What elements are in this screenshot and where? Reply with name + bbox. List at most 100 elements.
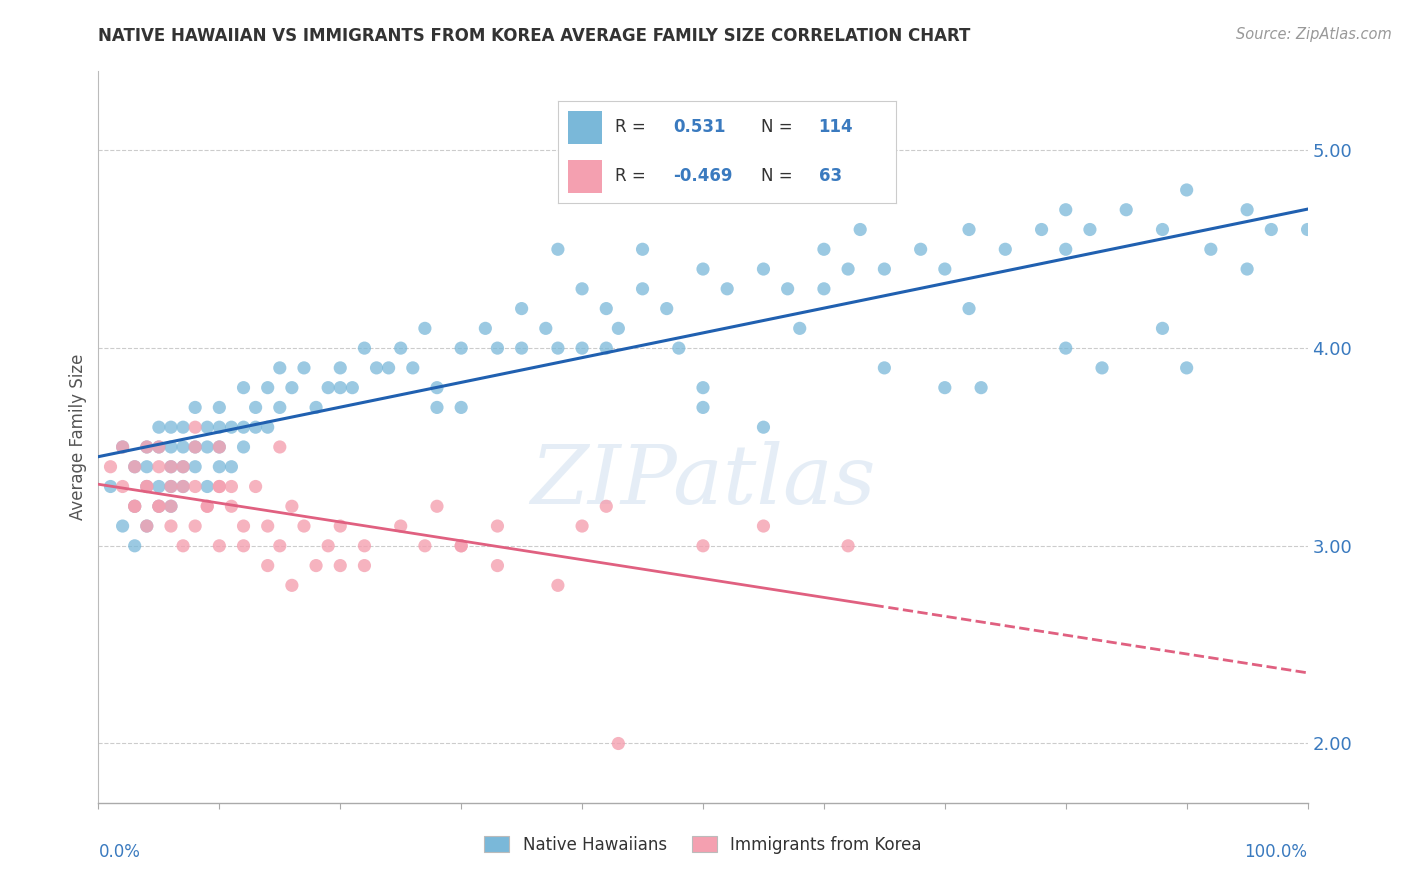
- Point: [221, 479, 243, 493]
- Point: [692, 381, 714, 395]
- Point: [195, 500, 218, 514]
- Point: [547, 578, 569, 592]
- Point: [813, 282, 835, 296]
- Point: [232, 539, 254, 553]
- Point: [450, 341, 472, 355]
- Point: [692, 262, 714, 277]
- Point: [329, 558, 352, 573]
- Point: [172, 459, 194, 474]
- Point: [305, 401, 328, 415]
- Point: [329, 519, 352, 533]
- Point: [752, 262, 775, 277]
- Point: [292, 360, 315, 375]
- Point: [172, 459, 194, 474]
- Point: [172, 479, 194, 493]
- Point: [160, 420, 183, 434]
- Point: [111, 479, 134, 493]
- Point: [148, 440, 170, 454]
- Point: [1054, 341, 1077, 355]
- Point: [269, 401, 291, 415]
- Point: [692, 401, 714, 415]
- Point: [269, 440, 291, 454]
- Point: [1199, 242, 1222, 256]
- Point: [486, 341, 509, 355]
- Point: [148, 479, 170, 493]
- Point: [221, 420, 243, 434]
- Point: [329, 360, 352, 375]
- Point: [957, 301, 980, 316]
- Point: [208, 459, 231, 474]
- Point: [184, 459, 207, 474]
- Point: [716, 282, 738, 296]
- Point: [160, 479, 183, 493]
- Point: [510, 341, 533, 355]
- Point: [208, 440, 231, 454]
- Point: [269, 539, 291, 553]
- Point: [486, 519, 509, 533]
- Point: [389, 519, 412, 533]
- Point: [256, 558, 278, 573]
- Point: [160, 459, 183, 474]
- Point: [221, 459, 243, 474]
- Point: [1175, 360, 1198, 375]
- Point: [281, 578, 304, 592]
- Point: [232, 381, 254, 395]
- Point: [813, 242, 835, 256]
- Point: [111, 440, 134, 454]
- Point: [426, 401, 449, 415]
- Point: [413, 539, 436, 553]
- Point: [148, 420, 170, 434]
- Point: [135, 479, 157, 493]
- Point: [148, 500, 170, 514]
- Point: [1296, 222, 1319, 236]
- Point: [160, 500, 183, 514]
- Point: [245, 401, 267, 415]
- Point: [135, 440, 157, 454]
- Point: [316, 539, 339, 553]
- Point: [172, 420, 194, 434]
- Text: Source: ZipAtlas.com: Source: ZipAtlas.com: [1236, 27, 1392, 42]
- Point: [450, 401, 472, 415]
- Text: NATIVE HAWAIIAN VS IMMIGRANTS FROM KOREA AVERAGE FAMILY SIZE CORRELATION CHART: NATIVE HAWAIIAN VS IMMIGRANTS FROM KOREA…: [98, 27, 970, 45]
- Point: [208, 420, 231, 434]
- Point: [232, 420, 254, 434]
- Point: [172, 479, 194, 493]
- Point: [571, 282, 593, 296]
- Point: [510, 301, 533, 316]
- Point: [172, 440, 194, 454]
- Point: [208, 479, 231, 493]
- Point: [111, 440, 134, 454]
- Point: [184, 479, 207, 493]
- Point: [1031, 222, 1053, 236]
- Point: [148, 459, 170, 474]
- Point: [195, 440, 218, 454]
- Point: [353, 539, 375, 553]
- Point: [571, 341, 593, 355]
- Point: [281, 500, 304, 514]
- Point: [426, 381, 449, 395]
- Text: ZIPatlas: ZIPatlas: [530, 441, 876, 521]
- Point: [124, 539, 146, 553]
- Point: [148, 500, 170, 514]
- Point: [595, 500, 617, 514]
- Point: [595, 341, 617, 355]
- Point: [195, 479, 218, 493]
- Point: [1091, 360, 1114, 375]
- Point: [221, 500, 243, 514]
- Point: [245, 479, 267, 493]
- Point: [256, 381, 278, 395]
- Point: [377, 360, 399, 375]
- Point: [184, 440, 207, 454]
- Point: [534, 321, 557, 335]
- Point: [631, 242, 654, 256]
- Point: [849, 222, 872, 236]
- Point: [195, 500, 218, 514]
- Point: [1260, 222, 1282, 236]
- Point: [655, 301, 678, 316]
- Point: [195, 420, 218, 434]
- Text: 0.0%: 0.0%: [98, 843, 141, 861]
- Point: [281, 381, 304, 395]
- Point: [970, 381, 993, 395]
- Point: [450, 539, 472, 553]
- Point: [111, 519, 134, 533]
